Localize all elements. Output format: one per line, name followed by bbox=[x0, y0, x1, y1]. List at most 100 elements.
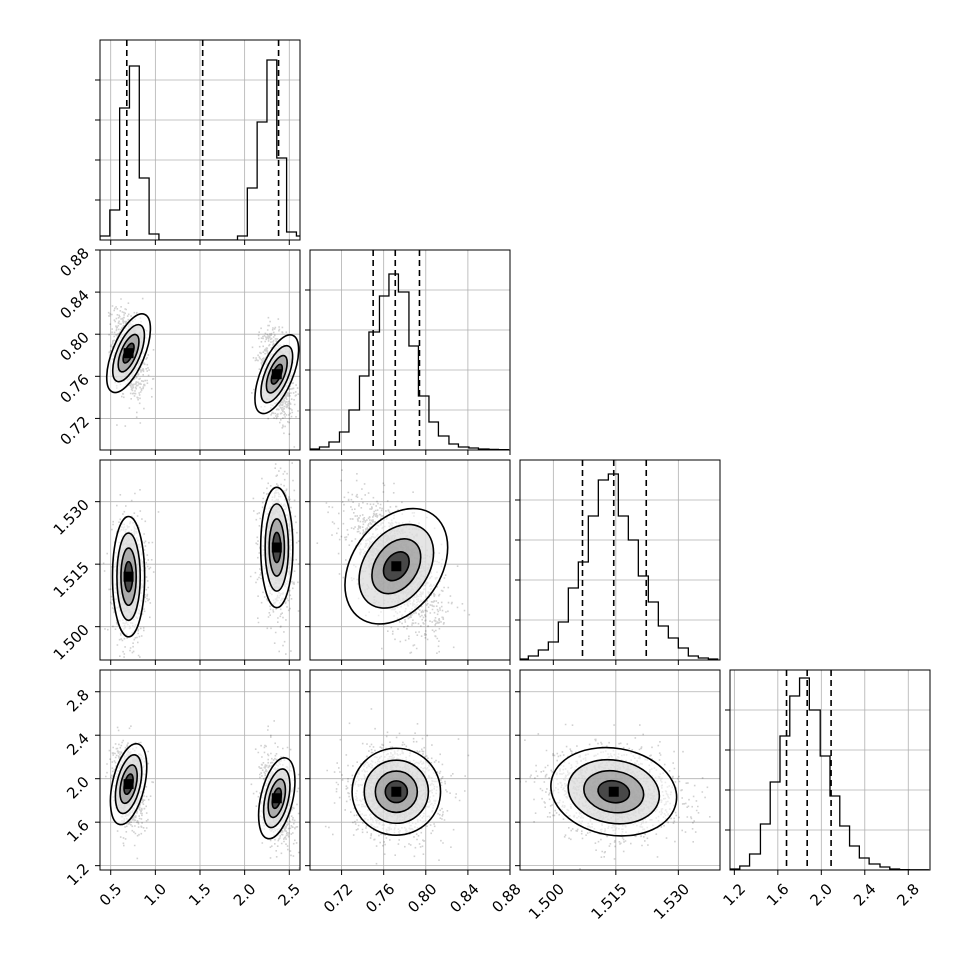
y-tick-label: 0.76 bbox=[56, 370, 92, 406]
x-tick-label: 2.8 bbox=[893, 880, 923, 910]
histogram-1 bbox=[310, 273, 509, 450]
x-tick-label: 0.76 bbox=[362, 880, 398, 916]
hist-bar bbox=[790, 696, 800, 870]
x-tick-label: 1.2 bbox=[719, 880, 749, 910]
hist-bar bbox=[618, 516, 628, 660]
density-peak bbox=[271, 542, 282, 553]
x-tick-label: 1.5 bbox=[185, 880, 215, 910]
panel-1-1 bbox=[305, 249, 511, 455]
density-peak bbox=[608, 786, 619, 797]
hist-bar bbox=[638, 576, 648, 660]
x-tick-label: 2.0 bbox=[806, 880, 836, 910]
scatter-points bbox=[520, 723, 711, 870]
scatter-2-1 bbox=[316, 469, 471, 654]
hist-bar bbox=[349, 410, 360, 450]
hist-bar bbox=[438, 436, 449, 450]
hist-bar bbox=[869, 864, 880, 870]
panel-1-0: 0.72 0.76 0.80 0.84 0.88 bbox=[56, 244, 301, 455]
panel-frame bbox=[99, 669, 301, 871]
x-tick-label: 2.5 bbox=[274, 880, 304, 910]
scatter-1-0 bbox=[105, 297, 300, 448]
y-tick-label: 0.72 bbox=[56, 413, 92, 449]
panel-2-0: 1.500 1.515 1.530 bbox=[50, 459, 301, 665]
hist-bar bbox=[329, 442, 340, 450]
panel-3-1: 0.72 0.76 0.80 0.84 0.88 bbox=[305, 669, 525, 916]
hist-bar bbox=[139, 178, 149, 240]
hist-bar bbox=[628, 540, 638, 660]
panel-frame bbox=[519, 459, 721, 661]
hist-step-3 bbox=[730, 677, 929, 870]
panel-3-0: 0.5 1.0 1.5 2.0 2.5 1.2 1.6 2.0 2.4 2.8 bbox=[63, 669, 304, 910]
y-tick-label: 2.4 bbox=[63, 729, 93, 759]
scatter-2-0 bbox=[102, 462, 300, 658]
panel-2-2 bbox=[515, 459, 721, 665]
x-tick-label: 0.5 bbox=[96, 880, 126, 910]
hist-bar bbox=[780, 736, 790, 870]
hist-bar bbox=[850, 846, 860, 870]
panel-3-2: 1.500 1.515 1.530 bbox=[515, 669, 721, 923]
density-peak bbox=[391, 561, 402, 572]
hist-bar bbox=[668, 638, 678, 660]
x-tick-label: 1.0 bbox=[141, 880, 171, 910]
x-tick-label: 1.6 bbox=[763, 880, 793, 910]
hist-bar bbox=[598, 480, 608, 660]
hist-bar bbox=[359, 376, 368, 450]
hist-bar bbox=[568, 588, 578, 660]
y-tick-label: 2.8 bbox=[63, 686, 93, 716]
hist-bar bbox=[339, 432, 348, 450]
hist-bar bbox=[760, 824, 770, 870]
y-tick-label: 1.6 bbox=[63, 816, 93, 846]
x-tick-label: 2.0 bbox=[230, 880, 260, 910]
density-peak bbox=[123, 779, 134, 790]
histogram-0 bbox=[100, 59, 300, 240]
scatter-3-2 bbox=[520, 723, 711, 870]
x-tick-label: 0.72 bbox=[320, 880, 356, 916]
scatter-3-1 bbox=[324, 708, 470, 865]
hist-bar bbox=[648, 602, 658, 660]
y-tick-label: 1.515 bbox=[50, 558, 93, 601]
panel-0-0 bbox=[95, 39, 301, 245]
hist-bar bbox=[588, 516, 598, 660]
hist-bar bbox=[398, 292, 409, 450]
density-peak bbox=[391, 786, 402, 797]
histogram-2 bbox=[520, 473, 719, 660]
hist-bar bbox=[287, 232, 297, 240]
panel-frame bbox=[309, 669, 511, 871]
x-tick-label: 1.530 bbox=[650, 880, 693, 923]
density-peak bbox=[123, 348, 134, 359]
hist-step-0 bbox=[100, 59, 300, 240]
panel-frame bbox=[99, 459, 301, 661]
hist-bar bbox=[558, 622, 568, 660]
panel-frame bbox=[309, 459, 511, 661]
x-tick-label: 1.515 bbox=[587, 880, 630, 923]
x-tick-label: 2.4 bbox=[850, 880, 880, 910]
y-tick-label: 2.0 bbox=[63, 773, 93, 803]
panel-frame bbox=[729, 669, 931, 871]
hist-bar bbox=[120, 108, 130, 240]
hist-bar bbox=[750, 854, 761, 870]
hist-bar bbox=[770, 782, 780, 870]
hist-bar bbox=[578, 562, 588, 660]
hist-step-1 bbox=[310, 273, 509, 450]
hist-bar bbox=[678, 648, 688, 660]
density-peak bbox=[271, 793, 282, 804]
panel-frame bbox=[99, 39, 301, 241]
y-tick-label: 0.88 bbox=[56, 244, 92, 280]
hist-bar bbox=[267, 60, 277, 240]
hist-step-2 bbox=[520, 473, 719, 660]
hist-bar bbox=[110, 210, 120, 240]
y-tick-label: 1.2 bbox=[63, 860, 93, 890]
y-tick-label: 0.84 bbox=[56, 286, 92, 322]
density-peak bbox=[271, 369, 282, 380]
hist-bar bbox=[379, 296, 388, 450]
x-tick-label: 0.88 bbox=[488, 880, 524, 916]
hist-bar bbox=[449, 444, 458, 450]
hist-bar bbox=[129, 66, 139, 240]
y-tick-label: 1.500 bbox=[50, 621, 93, 664]
panel-frame bbox=[99, 249, 301, 451]
x-tick-label: 0.84 bbox=[446, 880, 482, 916]
hist-bar bbox=[840, 826, 850, 870]
scatter-3-0 bbox=[105, 720, 300, 869]
panel-frame bbox=[309, 249, 511, 451]
hist-bar bbox=[658, 626, 668, 660]
